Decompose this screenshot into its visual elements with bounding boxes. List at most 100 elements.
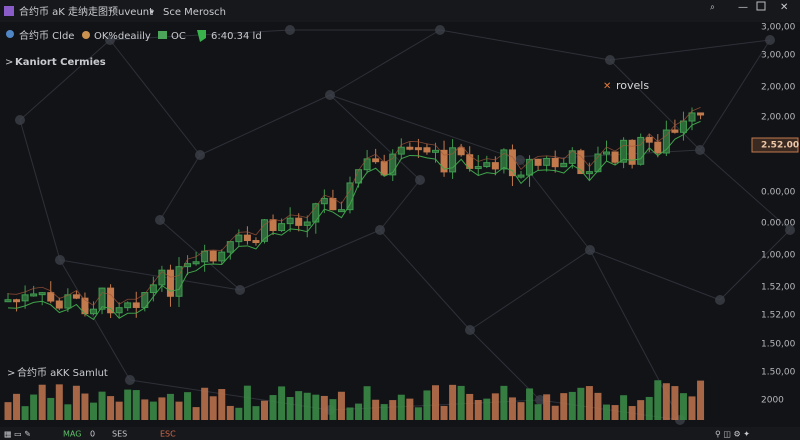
- annotation: rovels: [616, 79, 649, 92]
- toolbar-item[interactable]: 6:40.34 ld: [211, 31, 262, 42]
- candle-body: [4, 299, 12, 303]
- candle-body: [534, 158, 542, 166]
- candle-body: [64, 294, 72, 309]
- volume-bar: [560, 393, 568, 420]
- network-node: [435, 25, 445, 35]
- toolbar-item[interactable]: OC: [171, 31, 186, 42]
- candle-body: [474, 166, 482, 170]
- candle-body: [47, 292, 55, 302]
- price-axis: 3,00,00 3,00,00 2,00,00 2,00.00 2.52.00 0.00,…: [751, 23, 799, 406]
- volume-bar: [226, 405, 234, 420]
- network-line: [239, 229, 381, 291]
- candle-body: [449, 147, 457, 173]
- candle-body: [500, 149, 508, 170]
- candle-body: [620, 139, 628, 163]
- toolbar-item[interactable]: 合约币 Clde: [19, 29, 74, 42]
- footer-item[interactable]: SES: [112, 430, 127, 439]
- user-icon: [6, 30, 14, 38]
- window-minimize[interactable]: —: [738, 2, 748, 13]
- volume-bar: [149, 401, 157, 420]
- candle-body: [166, 269, 174, 297]
- candle-body: [688, 112, 696, 122]
- volume-bar: [107, 396, 115, 420]
- volume-bar: [466, 393, 474, 420]
- candle-body: [329, 197, 337, 211]
- volume-bar: [124, 389, 132, 420]
- volume-bar: [449, 384, 457, 420]
- network-line: [59, 259, 241, 291]
- candle-body: [372, 158, 380, 163]
- candle-body: [72, 294, 80, 299]
- network-node: [195, 150, 205, 160]
- candle-chart: [4, 107, 705, 321]
- network-node: [105, 35, 115, 45]
- volume-bar: [47, 397, 55, 420]
- candle-body: [654, 141, 662, 154]
- candle-body: [517, 174, 525, 178]
- window-close[interactable]: ✕: [780, 2, 788, 13]
- network-line: [59, 259, 131, 381]
- volume-bar: [526, 388, 534, 420]
- candle-body: [491, 162, 499, 170]
- price-label: 1.50,00: [761, 368, 796, 378]
- window-search[interactable]: ⌕: [710, 3, 715, 13]
- network-line: [699, 149, 791, 231]
- network-node: [465, 325, 475, 335]
- candle-body: [483, 162, 491, 168]
- volume-bar: [543, 394, 551, 420]
- network-node: [605, 55, 615, 65]
- volume-bar: [628, 406, 636, 420]
- price-label: 1.50,00: [761, 340, 796, 350]
- moving-average: [7, 107, 701, 306]
- window-maximize[interactable]: [756, 1, 766, 11]
- price-label: 0.00.00: [761, 219, 796, 229]
- volume-bar: [166, 393, 174, 420]
- volume-bar: [474, 399, 482, 420]
- network-line: [719, 229, 791, 301]
- volume-bar: [184, 392, 192, 420]
- volume-bar: [98, 391, 106, 420]
- footer-item[interactable]: MAG: [63, 430, 81, 439]
- price-label: 2000: [761, 396, 784, 406]
- candle-body: [389, 153, 397, 176]
- volume-bar: [201, 387, 209, 420]
- network-node: [415, 175, 425, 185]
- candle-body: [414, 147, 422, 151]
- footer-tools[interactable]: ⚲ ◫ ⚙ ✦: [715, 430, 750, 439]
- price-label: 1,00,00: [761, 251, 796, 261]
- candle-body: [645, 136, 653, 143]
- volume-bar: [406, 398, 414, 420]
- candle-body: [90, 308, 97, 315]
- volume-bar: [38, 384, 46, 420]
- app-icon: [4, 6, 14, 16]
- candle-body: [457, 147, 465, 156]
- candle-body: [671, 129, 679, 133]
- network-line: [469, 249, 591, 331]
- candle-body: [107, 287, 115, 314]
- footer-item[interactable]: 0: [90, 430, 95, 439]
- moving-average: [7, 120, 701, 321]
- volume-bar: [620, 395, 628, 420]
- footer-icon[interactable]: ▦ ▭ ✎: [4, 430, 31, 439]
- volume-bar: [303, 392, 311, 420]
- volume-bar: [346, 407, 354, 420]
- panel-title: Kaniort Cermies: [15, 57, 106, 68]
- tab-label[interactable]: Sce Merosch: [163, 7, 226, 18]
- network-line: [19, 39, 111, 121]
- volume-bar: [337, 391, 345, 420]
- candle-body: [423, 147, 431, 153]
- candle-body: [269, 219, 277, 231]
- volume-bar: [312, 394, 320, 420]
- volume-bar: [534, 404, 542, 420]
- candle-body: [158, 269, 166, 286]
- network-node: [375, 225, 385, 235]
- network-line: [19, 119, 61, 261]
- candle-body: [577, 150, 585, 175]
- candle-body: [508, 149, 516, 177]
- toolbar-item[interactable]: OK%deaiily: [94, 31, 151, 42]
- volume-bar: [414, 407, 422, 420]
- footer-item[interactable]: ESC: [160, 430, 176, 439]
- volume-bar: [175, 401, 183, 420]
- volume-bar: [491, 393, 499, 420]
